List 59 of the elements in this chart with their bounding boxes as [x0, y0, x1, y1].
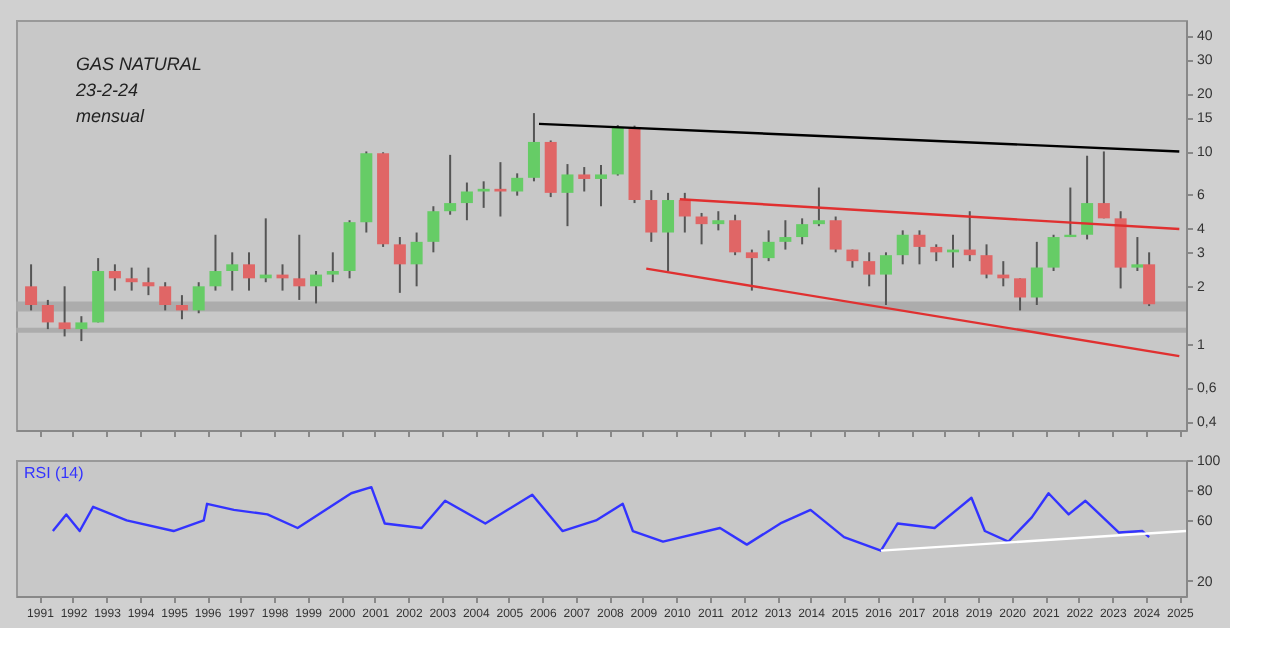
candlestick — [1047, 233, 1060, 273]
candlestick — [1143, 251, 1156, 308]
candlestick — [796, 217, 809, 246]
candlestick — [729, 213, 742, 257]
line-series — [51, 486, 1151, 552]
candlestick — [812, 186, 825, 228]
candlestick — [108, 263, 121, 292]
candlestick — [896, 229, 909, 266]
candlestick — [963, 210, 976, 263]
candlestick — [578, 166, 591, 193]
candlestick — [25, 263, 38, 312]
candlestick — [477, 180, 490, 209]
candlestick — [159, 281, 172, 312]
candlestick — [1131, 236, 1144, 273]
candlestick — [645, 189, 658, 243]
candlestick — [175, 294, 188, 321]
candlestick — [695, 211, 708, 246]
candlestick — [326, 251, 339, 284]
candlestick — [494, 161, 507, 218]
candlestick — [1030, 240, 1043, 307]
candlestick — [444, 153, 457, 216]
candlestick — [863, 251, 876, 288]
candlestick — [41, 298, 54, 331]
candlestick — [460, 181, 473, 222]
series-label: RSI (14) — [24, 464, 85, 482]
candlestick — [1014, 277, 1027, 312]
annotation: 23-2-24 — [74, 80, 139, 100]
candlestick — [762, 229, 775, 263]
candlestick — [980, 243, 993, 280]
candlestick — [410, 231, 423, 288]
candlestick — [662, 191, 675, 273]
candlestick — [561, 163, 574, 228]
candlestick — [779, 219, 792, 251]
candlestick — [125, 266, 138, 292]
candlestick — [226, 251, 239, 292]
candlestick — [142, 266, 155, 297]
candlestick — [611, 124, 624, 177]
candlestick — [293, 233, 306, 301]
candlestick — [1097, 150, 1110, 220]
candlestick — [75, 315, 88, 343]
candlestick — [192, 281, 205, 315]
candlestick — [745, 248, 758, 292]
candlestick — [427, 205, 440, 254]
candlestick — [209, 233, 222, 292]
candlestick — [712, 210, 725, 232]
candlestick — [913, 229, 926, 266]
candlestick — [1081, 154, 1094, 241]
candlestick — [595, 164, 607, 208]
annotation: GAS NATURAL — [76, 54, 202, 74]
candlestick — [527, 112, 540, 183]
candlestick — [310, 270, 323, 305]
candlestick — [829, 215, 842, 254]
candlestick — [879, 251, 892, 307]
candlestick — [393, 236, 406, 294]
candlestick — [242, 251, 255, 292]
candlestick — [511, 172, 524, 197]
annotation: mensual — [76, 106, 147, 126]
candlestick — [678, 191, 691, 234]
candlestick — [58, 285, 71, 338]
